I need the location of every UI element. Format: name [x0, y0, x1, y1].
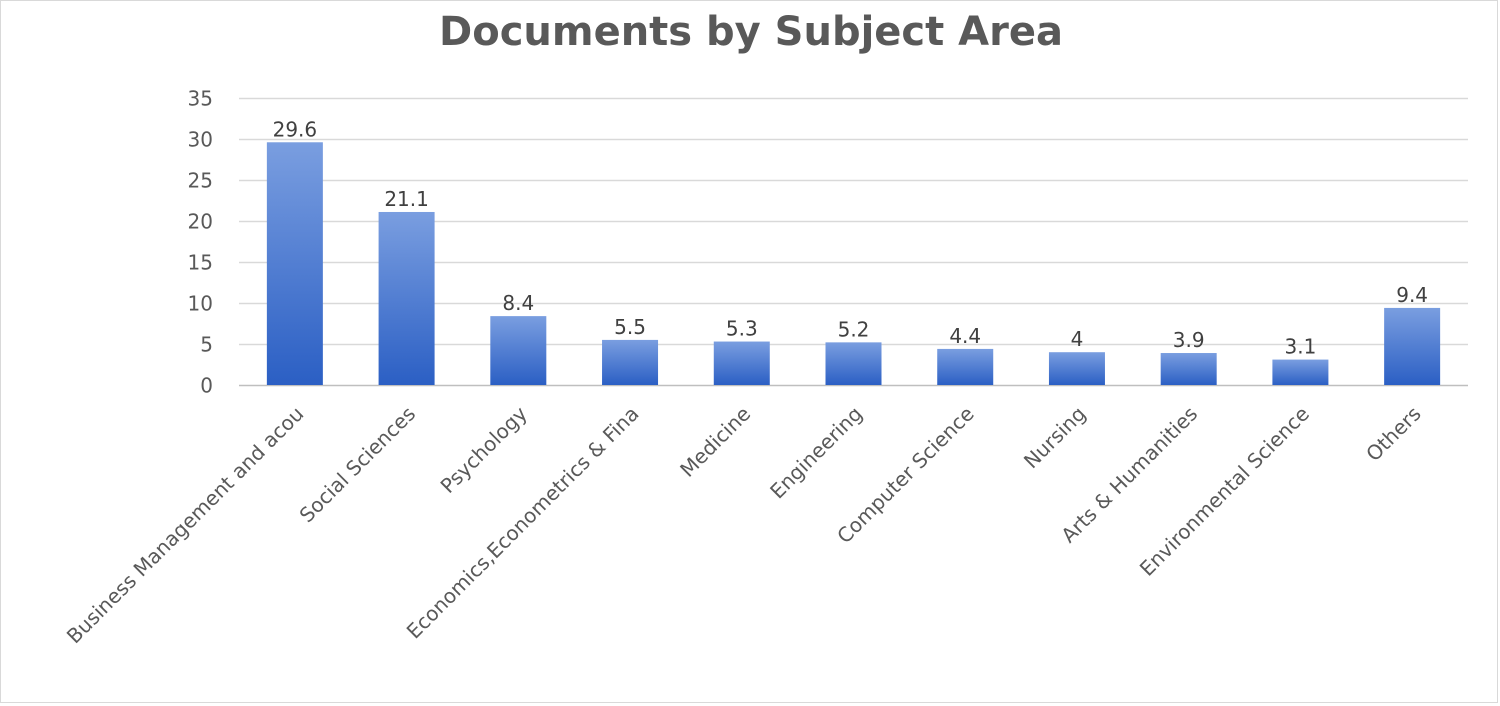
bar	[602, 339, 659, 385]
bar	[825, 342, 882, 385]
y-tick-label: 35	[188, 87, 213, 111]
x-tick-label: Social Sciences	[295, 402, 421, 528]
data-label: 5.3	[726, 317, 758, 341]
data-label: 29.6	[273, 117, 318, 141]
x-tick-label: Nursing	[1019, 402, 1091, 474]
bar	[937, 348, 994, 385]
x-tick-label: Business Management and acou	[62, 402, 309, 649]
bar	[378, 211, 435, 385]
bar	[490, 316, 547, 385]
x-tick-label: Economics,Econometrics & Fina	[402, 402, 644, 644]
data-label: 9.4	[1396, 283, 1428, 307]
data-label: 21.1	[384, 187, 429, 211]
data-label: 5.5	[614, 315, 646, 339]
x-tick-label: Medicine	[675, 402, 755, 482]
y-tick-label: 20	[188, 210, 213, 234]
x-tick-label: Psychology	[436, 401, 532, 497]
bar	[713, 341, 770, 385]
y-tick-label: 5	[200, 333, 213, 357]
chart-title: Documents by Subject Area	[439, 9, 1063, 55]
bar	[1384, 307, 1441, 385]
y-tick-label: 15	[188, 251, 213, 275]
data-label: 5.2	[838, 317, 870, 341]
x-tick-label: Others	[1361, 402, 1426, 467]
y-tick-label: 10	[188, 292, 213, 316]
data-label: 4	[1071, 327, 1084, 351]
y-tick-label: 0	[200, 374, 213, 398]
y-tick-label: 25	[188, 169, 213, 193]
bar	[266, 142, 323, 385]
y-axis: 0 5 10 15 20 25 30 35	[188, 87, 213, 398]
data-label: 3.9	[1173, 328, 1205, 352]
data-label: 4.4	[949, 324, 981, 348]
bars: 29.6 21.1 8.4 5.5 5.3 5.2 4.4 4 3.9 3.1 9.4	[266, 117, 1441, 385]
bar	[1272, 359, 1329, 385]
y-tick-label: 30	[188, 128, 213, 152]
bar	[1160, 353, 1217, 385]
x-tick-label: Engineering	[765, 402, 867, 504]
data-label: 8.4	[502, 291, 534, 315]
bar	[1048, 352, 1105, 385]
data-label: 3.1	[1285, 335, 1317, 359]
